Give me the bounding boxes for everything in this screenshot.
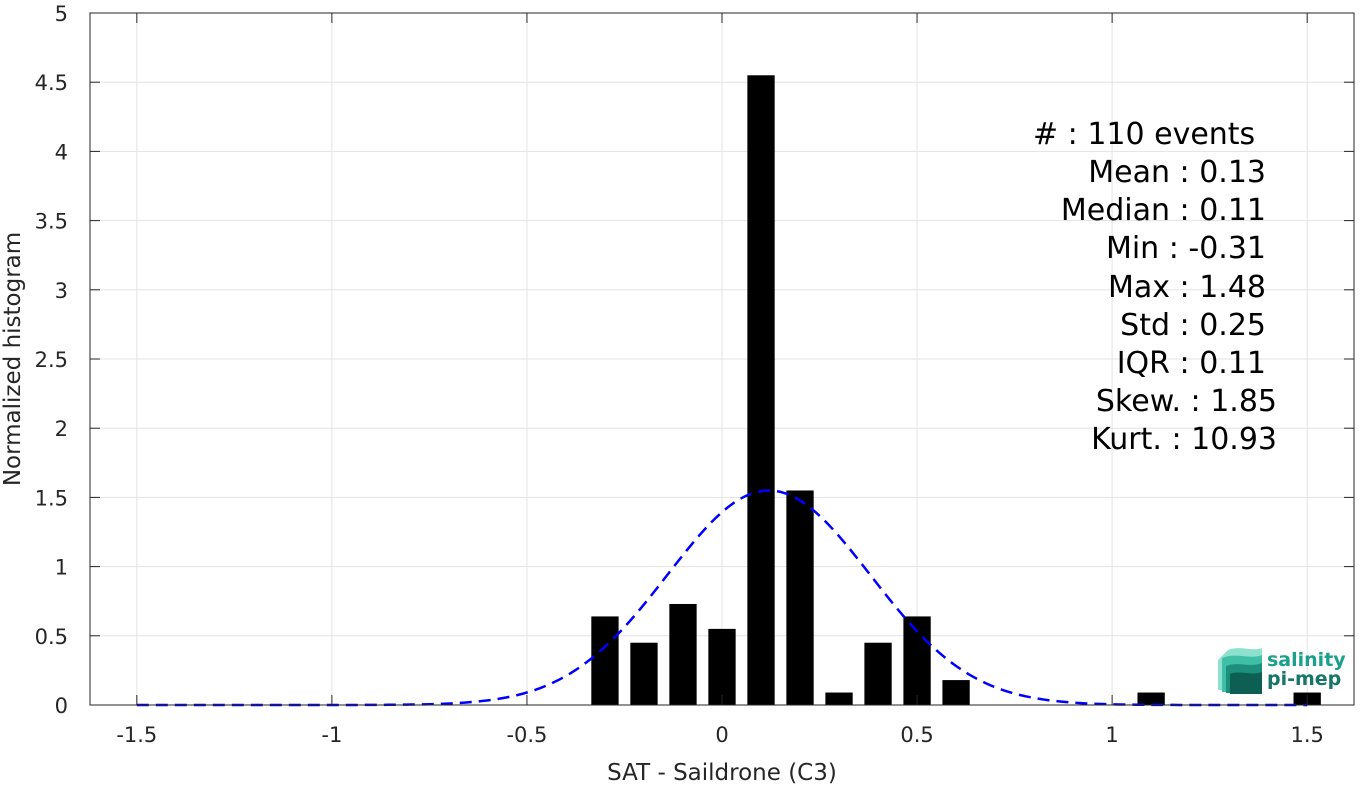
axis-ticks: -1.5 -1 -0.5 0 0.5 1 1.5 0 0.5 1 1.5 2 2.5 3 3.5 4 4.5 5 — [35, 2, 1354, 747]
y-tick-label: 3 — [55, 279, 68, 303]
y-tick-label: 1 — [55, 556, 68, 580]
histogram-bar — [669, 603, 697, 705]
stats-mean: Mean : 0.13 — [1088, 155, 1266, 190]
stats-std: Std : 0.25 — [1120, 308, 1266, 343]
y-axis-label: Normalized histogram — [0, 232, 26, 486]
stats-median: Median : 0.11 — [1061, 193, 1266, 228]
x-tick-label: 0 — [715, 723, 728, 747]
y-tick-label: 0 — [55, 694, 68, 718]
histogram-bar — [864, 642, 892, 705]
histogram-bar — [708, 628, 736, 705]
stats-skew: Skew. : 1.85 — [1096, 384, 1277, 419]
stats-iqr: IQR : 0.11 — [1117, 346, 1266, 381]
x-tick-label: -1 — [321, 723, 342, 747]
x-tick-label: 1.5 — [1290, 723, 1323, 747]
y-tick-label: 2.5 — [35, 348, 68, 372]
salinity-pimep-logo: salinity pi-mep — [1218, 648, 1346, 694]
y-tick-label: 5 — [55, 2, 68, 26]
y-tick-label: 4 — [55, 140, 68, 164]
stats-max: Max : 1.48 — [1108, 270, 1266, 305]
x-tick-label: 0.5 — [900, 723, 933, 747]
x-tick-label: -1.5 — [116, 723, 157, 747]
logo-line2: pi-mep — [1267, 668, 1341, 690]
y-tick-label: 1.5 — [35, 486, 68, 510]
histogram-bar — [630, 642, 658, 705]
y-tick-label: 2 — [55, 417, 68, 441]
histogram-bar — [1137, 692, 1165, 705]
waves-icon — [1218, 648, 1262, 694]
y-tick-label: 0.5 — [35, 625, 68, 649]
histogram-bar — [786, 490, 814, 705]
histogram-bar — [591, 616, 619, 705]
stats-min: Min : -0.31 — [1106, 231, 1266, 266]
x-axis-label: SAT - Saildrone (C3) — [607, 760, 837, 785]
y-tick-label: 4.5 — [35, 71, 68, 95]
histogram-bar — [825, 692, 853, 705]
y-tick-label: 3.5 — [35, 210, 68, 234]
stats-box: # : 110 events Mean : 0.13 Median : 0.11… — [1033, 117, 1277, 457]
histogram-bar — [942, 680, 970, 705]
stats-kurt: Kurt. : 10.93 — [1091, 422, 1277, 457]
histogram-bar — [747, 75, 775, 705]
x-tick-label: -0.5 — [506, 723, 547, 747]
stats-count: # : 110 events — [1033, 117, 1255, 152]
x-tick-label: 1 — [1105, 723, 1118, 747]
logo-line1: salinity — [1267, 649, 1346, 671]
